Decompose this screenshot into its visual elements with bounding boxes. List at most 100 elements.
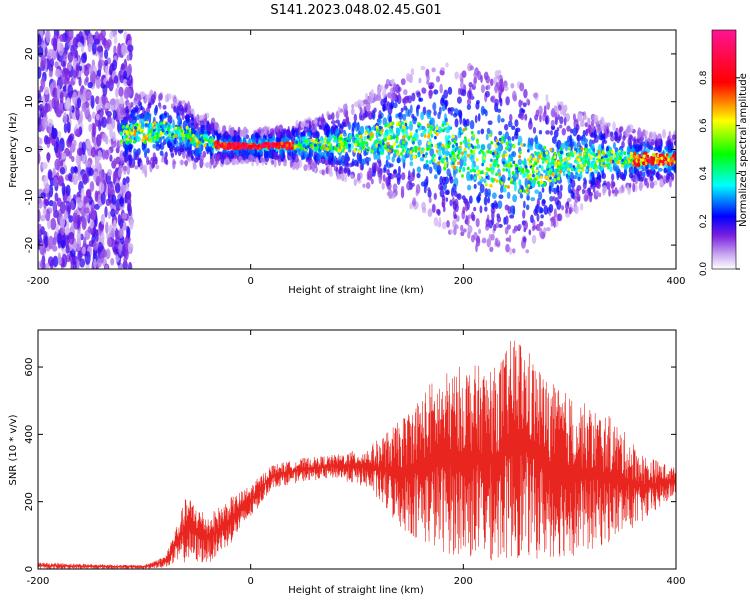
- spectrogram-cell: [351, 108, 355, 116]
- spectrogram-cell: [473, 169, 477, 173]
- spectrogram-cell: [371, 162, 377, 172]
- spectrogram-cell: [324, 160, 329, 166]
- spectrogram-cell: [461, 195, 466, 200]
- spectrogram-cell: [261, 143, 265, 148]
- spectrogram-cell: [79, 258, 86, 268]
- spectrogram-cell: [530, 214, 534, 224]
- spectrogram-cell: [514, 131, 519, 140]
- spectrogram-cell: [493, 224, 497, 232]
- spectrogram-cell: [470, 173, 474, 181]
- spectrogram-cell: [499, 78, 504, 87]
- spectrogram-cell: [337, 106, 341, 115]
- spectrogram-cell: [133, 129, 137, 134]
- spectrogram-cell: [222, 145, 226, 150]
- spectrogram-cell: [673, 162, 676, 172]
- spectrogram-cell: [121, 212, 128, 220]
- spectrogram-cell: [123, 255, 128, 265]
- spectrogram-cell: [597, 144, 603, 152]
- spectrogram-cell: [472, 134, 476, 138]
- spectrogram-cell: [559, 166, 563, 171]
- spectrogram-cell: [477, 130, 481, 135]
- spectrogram-cell: [461, 89, 467, 97]
- spectrogram-cell: [193, 123, 198, 129]
- spectrogram-cell: [511, 136, 515, 142]
- spectrogram-cell: [174, 134, 178, 138]
- spectrogram-cell: [83, 195, 88, 205]
- spectrogram-cell: [99, 111, 104, 120]
- spectrogram-cell: [56, 232, 62, 245]
- spectrogram-cell: [566, 197, 572, 203]
- spectrogram-cell: [454, 214, 457, 219]
- spectrogram-cell: [377, 89, 381, 98]
- spectrogram-cell: [624, 160, 628, 165]
- spectrogram-cell: [344, 164, 348, 171]
- spectrogram-cell: [634, 138, 638, 145]
- spectrogram-cell: [378, 161, 382, 168]
- spectrogram-cell: [67, 84, 74, 98]
- spectrogram-cell: [500, 140, 504, 144]
- spectrogram-cell: [627, 156, 631, 161]
- spectrogram-cell: [427, 146, 431, 151]
- spectrogram-cell: [370, 178, 374, 185]
- spectrogram-cell: [579, 173, 583, 179]
- spectrogram-cell: [343, 172, 348, 183]
- spectrogram-cell: [247, 144, 251, 149]
- spectrogram-cell: [54, 158, 61, 171]
- spectrogram-cell: [622, 161, 626, 165]
- spectrogram-cell: [55, 108, 62, 118]
- y-tick-label: -20: [24, 237, 35, 253]
- spectrogram-cell: [584, 143, 589, 149]
- spectrogram-cell: [63, 210, 69, 221]
- spectrogram-cell: [462, 166, 466, 171]
- spectrogram-cell: [385, 176, 389, 185]
- spectrogram-cell: [500, 181, 504, 186]
- spectrogram-cell: [42, 207, 47, 217]
- spectrogram-cell: [148, 101, 151, 108]
- spectrogram-cell: [338, 168, 342, 175]
- spectrogram-cell: [375, 153, 381, 161]
- spectrogram-cell: [426, 123, 430, 127]
- spectrogram-cell: [94, 203, 100, 210]
- spectrogram-cell: [325, 147, 329, 151]
- spectrogram-cell: [474, 67, 480, 77]
- spectrogram-cell: [509, 214, 515, 219]
- spectrogram-cell: [179, 144, 183, 152]
- spectrogram-cell: [139, 128, 143, 133]
- spectrogram-cell: [54, 96, 59, 110]
- spectrogram-cell: [100, 191, 106, 205]
- spectrogram-cell: [365, 102, 371, 112]
- spectrogram-cell: [358, 149, 362, 154]
- spectrogram-cell: [38, 208, 41, 223]
- spectrogram-cell: [454, 198, 459, 208]
- spectrogram-cell: [423, 134, 427, 138]
- spectrogram-cell: [423, 128, 427, 132]
- spectrogram-cell: [476, 143, 481, 150]
- spectrogram-cell: [494, 162, 497, 166]
- spectrogram-cell: [167, 127, 170, 132]
- spectrogram-cell: [379, 84, 384, 91]
- spectrogram-cell: [580, 203, 584, 211]
- spectrogram-cell: [407, 149, 411, 154]
- spectrogram-cell: [390, 125, 394, 129]
- spectrogram-cell: [577, 158, 581, 162]
- spectrogram-cell: [413, 133, 417, 137]
- spectrogram-cell: [53, 231, 58, 241]
- spectrogram-cell: [40, 54, 47, 67]
- spectrogram-cell: [489, 184, 493, 188]
- spectrogram-cell: [531, 170, 535, 174]
- spectrogram-cell: [398, 121, 401, 126]
- spectrogram-cell: [338, 125, 344, 135]
- spectrogram-cell: [430, 134, 434, 138]
- spectrogram-cell: [119, 131, 123, 136]
- spectrogram-cell: [559, 154, 562, 158]
- spectrogram-cell: [100, 213, 105, 225]
- spectrogram-cell: [92, 123, 97, 137]
- spectrogram-cell: [517, 223, 522, 230]
- spectrogram-cell: [474, 114, 478, 124]
- spectrogram-cell: [44, 183, 50, 194]
- spectrogram-cell: [390, 92, 396, 103]
- spectrogram-cell: [454, 224, 459, 230]
- spectrogram-cell: [398, 111, 403, 120]
- spectrogram-cell: [473, 183, 477, 189]
- spectrogram-cell: [146, 123, 150, 128]
